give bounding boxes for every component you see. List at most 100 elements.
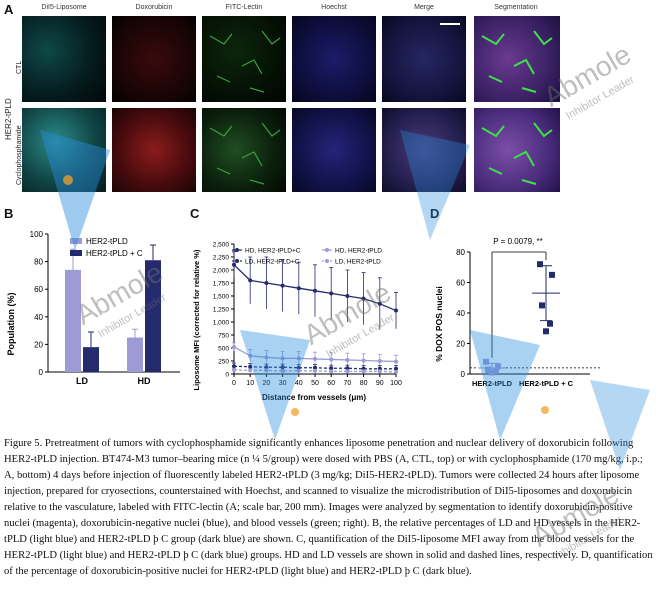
figure-caption: Figure 5. Pretreatment of tumors with cy… <box>4 438 653 577</box>
panel-c-xtick-label: 30 <box>279 380 287 387</box>
panel-b-legend-0: HER2-tPLD <box>86 237 128 246</box>
panel-c-point <box>280 356 285 361</box>
panel-c-point <box>329 366 334 371</box>
panel-c-ytick-label: 250 <box>218 359 229 366</box>
panel-c-ytick-label: 1,250 <box>213 307 230 314</box>
panel-d-ytick-label: 40 <box>456 309 465 318</box>
panel-d-pvalue: P = 0.0079, ** <box>493 237 542 246</box>
micrograph-r1-c2 <box>202 108 286 192</box>
panel-d-ytick-label: 0 <box>461 370 466 379</box>
panel-b-bar <box>65 269 81 372</box>
panel-b-ytick-label: 80 <box>34 258 43 267</box>
panel-c-xtick-label: 90 <box>376 380 384 387</box>
micrograph-r0-c1 <box>112 16 196 102</box>
panel-c-point <box>377 369 382 374</box>
panel-c-point <box>296 368 301 373</box>
panel-d-ytick-label: 80 <box>456 248 465 257</box>
panel-b-ytick-label: 40 <box>34 313 43 322</box>
panel-d-point <box>489 369 495 376</box>
panel-c-xtick-label: 80 <box>360 380 368 387</box>
panel-d-category-label: HER2-tPLD <box>472 379 513 388</box>
panel-d-point <box>485 366 491 373</box>
scale-bar <box>440 23 460 25</box>
panel-c-point <box>280 365 285 370</box>
panel-c-point <box>248 278 253 283</box>
panel-c-point <box>345 369 350 374</box>
panel-b-bar <box>83 347 99 372</box>
micrograph-r0-c3 <box>292 16 376 102</box>
panel-d-scatter-chart: % DOX POS nuclei P = 0.0079, ** 0 20 40 60 8… <box>434 237 600 388</box>
panel-c-point <box>264 368 269 373</box>
panel-c-point <box>313 365 317 370</box>
panel-b-category-label: HD <box>138 376 151 386</box>
panel-b-ytick-label: 100 <box>30 230 44 239</box>
panel-b-ytick-label: 60 <box>34 285 43 294</box>
panel-c-point <box>329 291 334 296</box>
panel-d-point <box>547 320 553 327</box>
panel-d-point <box>483 358 489 365</box>
micrograph-r1-c5 <box>474 108 560 192</box>
channel-label-4: Merge <box>414 4 434 11</box>
panel-c-point <box>280 368 285 373</box>
micrograph-r0-c2 <box>202 16 286 102</box>
panel-c-xlabel: Distance from vessels (μm) <box>262 393 366 402</box>
panel-c-point <box>345 366 350 371</box>
panel-c-point <box>280 283 285 288</box>
panel-c-point <box>296 286 301 291</box>
panel-c-ylabel: Liposome MFI (corrected for relative %) <box>192 249 201 390</box>
panel-c-point <box>264 365 269 370</box>
panel-c-point <box>264 281 269 285</box>
panel-c-point <box>296 365 301 370</box>
panel-c-point <box>394 369 398 374</box>
micrograph-r0-c0 <box>22 16 106 102</box>
panel-c-ytick-label: 500 <box>218 346 229 353</box>
panel-b-letter: B <box>4 206 14 221</box>
panel-c-point <box>313 288 317 293</box>
panel-c-ytick-label: 1,500 <box>213 294 230 301</box>
panel-b-ytick-label: 0 <box>39 368 44 377</box>
panel-c-point <box>361 358 366 363</box>
panel-c-point <box>345 294 350 298</box>
panel-c-point <box>264 355 269 360</box>
panel-c-xtick-label: 40 <box>295 380 303 387</box>
watermark-tagline-1: Inhibitor Leader <box>564 73 637 123</box>
panel-c-point <box>377 359 382 363</box>
panel-a-group-label: HER2-tPLD <box>4 98 13 140</box>
channel-label-1: Doxorubicin <box>135 4 173 11</box>
panel-c-point <box>232 262 236 267</box>
panel-c-xtick-label: 20 <box>263 380 271 387</box>
panel-c-ytick-label: 0 <box>225 372 229 379</box>
panel-c-ytick-label: 750 <box>218 333 229 340</box>
panel-c-xtick-label: 0 <box>232 380 236 387</box>
panel-c-legend-0: HD, HER2-tPLD+C <box>245 248 301 255</box>
panel-d-ylabel: % DOX POS nuclei <box>434 286 444 362</box>
panel-c-xtick-label: 50 <box>311 380 319 387</box>
micrograph-r1-c4 <box>382 108 466 192</box>
panel-d-point <box>495 363 501 370</box>
panel-c-point <box>232 367 236 372</box>
micrograph-r1-c1 <box>112 108 196 192</box>
panel-d-ytick-label: 20 <box>456 340 465 349</box>
channel-label-2: FITC-Lectin <box>225 4 263 11</box>
panel-c-ytick-label: 2,500 <box>213 242 230 249</box>
channel-label-0: DiI5-Liposome <box>41 4 87 11</box>
panel-b-bar <box>127 337 143 372</box>
panel-c-xtick-label: 60 <box>327 380 335 387</box>
panel-c-legend-2: LD, HER2-tPLD+C <box>245 259 300 266</box>
panel-a-letter: A <box>4 2 14 17</box>
panel-c-point <box>248 353 253 358</box>
panel-c-point <box>248 368 253 373</box>
panel-c-ytick-label: 2,250 <box>213 255 230 262</box>
panel-c-legend-1: HD, HER2-tPLD <box>335 248 382 255</box>
panel-c-point <box>361 296 366 301</box>
micrograph-r1-c0 <box>22 108 106 192</box>
panel-d-point <box>539 302 545 309</box>
panel-c-point <box>345 357 350 362</box>
panel-c-ytick-label: 1,750 <box>213 281 230 288</box>
panel-c-point <box>232 344 236 349</box>
panel-c-point <box>394 308 398 313</box>
micrograph-r0-c5 <box>474 16 560 102</box>
panel-c-point <box>394 366 398 371</box>
panel-b-bar-chart: Population (%) 0 20 40 60 80 100 LD HD HER2-tPL… <box>6 230 180 386</box>
panel-b-ytick-label: 20 <box>34 340 43 349</box>
